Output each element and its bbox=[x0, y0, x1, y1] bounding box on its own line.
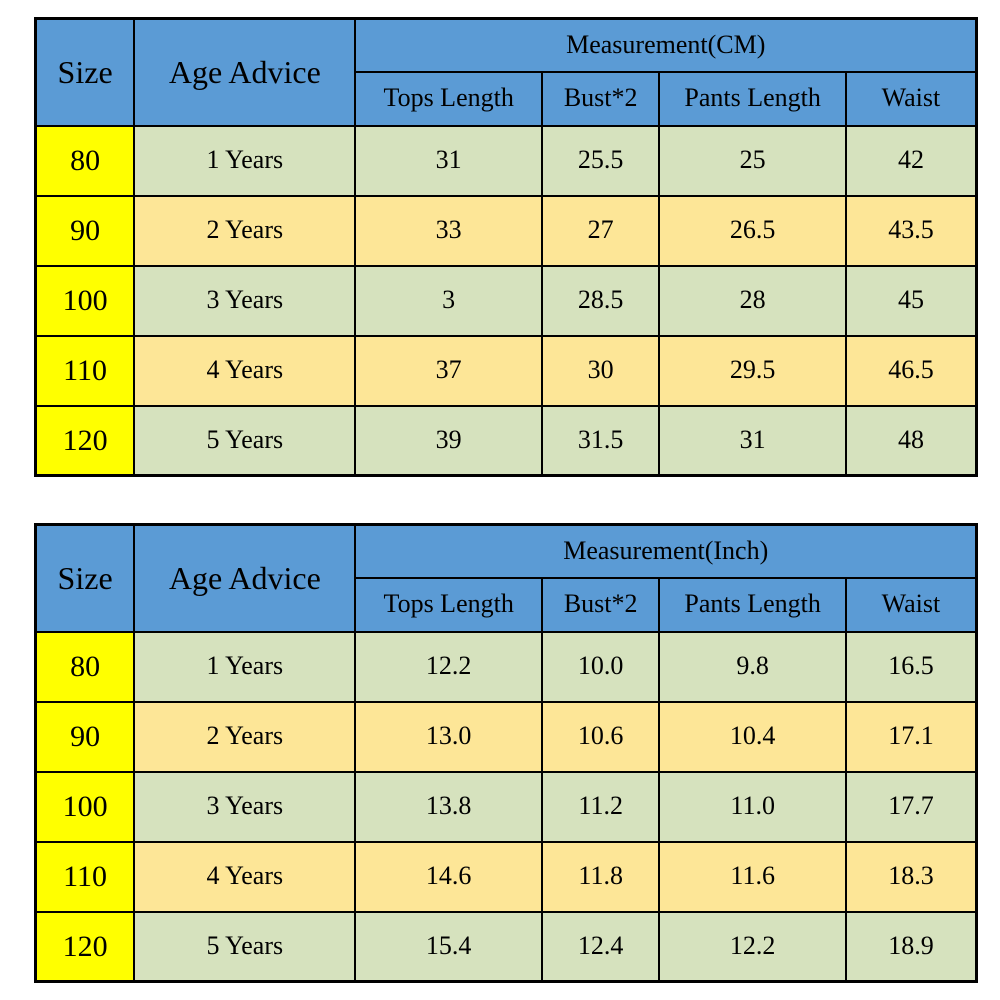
table-row: 100 3 Years 3 28.5 28 45 bbox=[34, 264, 978, 337]
subheader-bust: Bust*2 bbox=[540, 71, 661, 127]
table-row: 110 4 Years 14.6 11.8 11.6 18.3 bbox=[34, 840, 978, 913]
size-cell: 110 bbox=[34, 840, 136, 913]
header-age-advice: Age Advice bbox=[133, 17, 357, 127]
value-cell: 28.5 bbox=[540, 264, 661, 337]
value-cell: 39 bbox=[354, 404, 543, 477]
subheader-pants-length: Pants Length bbox=[658, 71, 847, 127]
value-cell: 14.6 bbox=[354, 840, 543, 913]
header-size: Size bbox=[34, 523, 136, 633]
subheader-bust: Bust*2 bbox=[540, 577, 661, 633]
value-cell: 12.4 bbox=[540, 910, 661, 983]
size-cell: 80 bbox=[34, 124, 136, 197]
value-cell: 28 bbox=[658, 264, 847, 337]
header-age-advice: Age Advice bbox=[133, 523, 357, 633]
size-cell: 90 bbox=[34, 194, 136, 267]
value-cell: 11.8 bbox=[540, 840, 661, 913]
header-row: Size Age Advice Measurement(Inch) bbox=[34, 523, 978, 633]
age-cell: 4 Years bbox=[133, 334, 357, 407]
value-cell: 29.5 bbox=[658, 334, 847, 407]
size-cell: 120 bbox=[34, 910, 136, 983]
table-row: 90 2 Years 13.0 10.6 10.4 17.1 bbox=[34, 700, 978, 773]
value-cell: 10.4 bbox=[658, 700, 847, 773]
value-cell: 42 bbox=[844, 124, 978, 197]
value-cell: 17.7 bbox=[844, 770, 978, 843]
value-cell: 18.9 bbox=[844, 910, 978, 983]
subheader-row: Tops Length Bust*2 Pants Length Waist bbox=[36, 577, 978, 633]
size-cell: 80 bbox=[34, 630, 136, 703]
table-row: 80 1 Years 12.2 10.0 9.8 16.5 bbox=[34, 630, 978, 703]
header-size: Size bbox=[34, 17, 136, 127]
size-chart-table-inch: Size Age Advice Measurement(Inch) Tops L… bbox=[34, 523, 978, 983]
subheader-waist: Waist bbox=[844, 577, 978, 633]
value-cell: 43.5 bbox=[844, 194, 978, 267]
value-cell: 11.2 bbox=[540, 770, 661, 843]
age-cell: 2 Years bbox=[133, 194, 357, 267]
age-cell: 2 Years bbox=[133, 700, 357, 773]
value-cell: 25 bbox=[658, 124, 847, 197]
value-cell: 10.0 bbox=[540, 630, 661, 703]
value-cell: 11.6 bbox=[658, 840, 847, 913]
value-cell: 37 bbox=[354, 334, 543, 407]
value-cell: 13.0 bbox=[354, 700, 543, 773]
age-cell: 1 Years bbox=[133, 630, 357, 703]
size-cell: 100 bbox=[34, 770, 136, 843]
value-cell: 45 bbox=[844, 264, 978, 337]
size-cell: 90 bbox=[34, 700, 136, 773]
table-row: 80 1 Years 31 25.5 25 42 bbox=[34, 124, 978, 197]
age-cell: 1 Years bbox=[133, 124, 357, 197]
age-cell: 3 Years bbox=[133, 264, 357, 337]
size-cell: 120 bbox=[34, 404, 136, 477]
header-measurement-cm: Measurement(CM) bbox=[354, 17, 978, 73]
value-cell: 25.5 bbox=[540, 124, 661, 197]
table-row: 120 5 Years 15.4 12.4 12.2 18.9 bbox=[34, 910, 978, 983]
value-cell: 27 bbox=[540, 194, 661, 267]
size-chart-table-cm: Size Age Advice Measurement(CM) Tops Len… bbox=[34, 17, 978, 477]
value-cell: 18.3 bbox=[844, 840, 978, 913]
value-cell: 17.1 bbox=[844, 700, 978, 773]
age-cell: 5 Years bbox=[133, 910, 357, 983]
age-cell: 5 Years bbox=[133, 404, 357, 477]
size-cell: 100 bbox=[34, 264, 136, 337]
value-cell: 11.0 bbox=[658, 770, 847, 843]
value-cell: 12.2 bbox=[354, 630, 543, 703]
table-row: 90 2 Years 33 27 26.5 43.5 bbox=[34, 194, 978, 267]
value-cell: 46.5 bbox=[844, 334, 978, 407]
value-cell: 33 bbox=[354, 194, 543, 267]
value-cell: 31 bbox=[354, 124, 543, 197]
subheader-waist: Waist bbox=[844, 71, 978, 127]
subheader-tops-length: Tops Length bbox=[354, 577, 543, 633]
subheader-tops-length: Tops Length bbox=[354, 71, 543, 127]
value-cell: 3 bbox=[354, 264, 543, 337]
subheader-pants-length: Pants Length bbox=[658, 577, 847, 633]
value-cell: 16.5 bbox=[844, 630, 978, 703]
value-cell: 13.8 bbox=[354, 770, 543, 843]
value-cell: 9.8 bbox=[658, 630, 847, 703]
value-cell: 26.5 bbox=[658, 194, 847, 267]
size-cell: 110 bbox=[34, 334, 136, 407]
table-row: 110 4 Years 37 30 29.5 46.5 bbox=[34, 334, 978, 407]
value-cell: 15.4 bbox=[354, 910, 543, 983]
value-cell: 31.5 bbox=[540, 404, 661, 477]
value-cell: 48 bbox=[844, 404, 978, 477]
age-cell: 3 Years bbox=[133, 770, 357, 843]
value-cell: 10.6 bbox=[540, 700, 661, 773]
table-row: 100 3 Years 13.8 11.2 11.0 17.7 bbox=[34, 770, 978, 843]
value-cell: 30 bbox=[540, 334, 661, 407]
header-row: Size Age Advice Measurement(CM) bbox=[34, 17, 978, 127]
table-row: 120 5 Years 39 31.5 31 48 bbox=[34, 404, 978, 477]
subheader-row: Tops Length Bust*2 Pants Length Waist bbox=[36, 71, 978, 127]
value-cell: 31 bbox=[658, 404, 847, 477]
age-cell: 4 Years bbox=[133, 840, 357, 913]
value-cell: 12.2 bbox=[658, 910, 847, 983]
header-measurement-inch: Measurement(Inch) bbox=[354, 523, 978, 579]
